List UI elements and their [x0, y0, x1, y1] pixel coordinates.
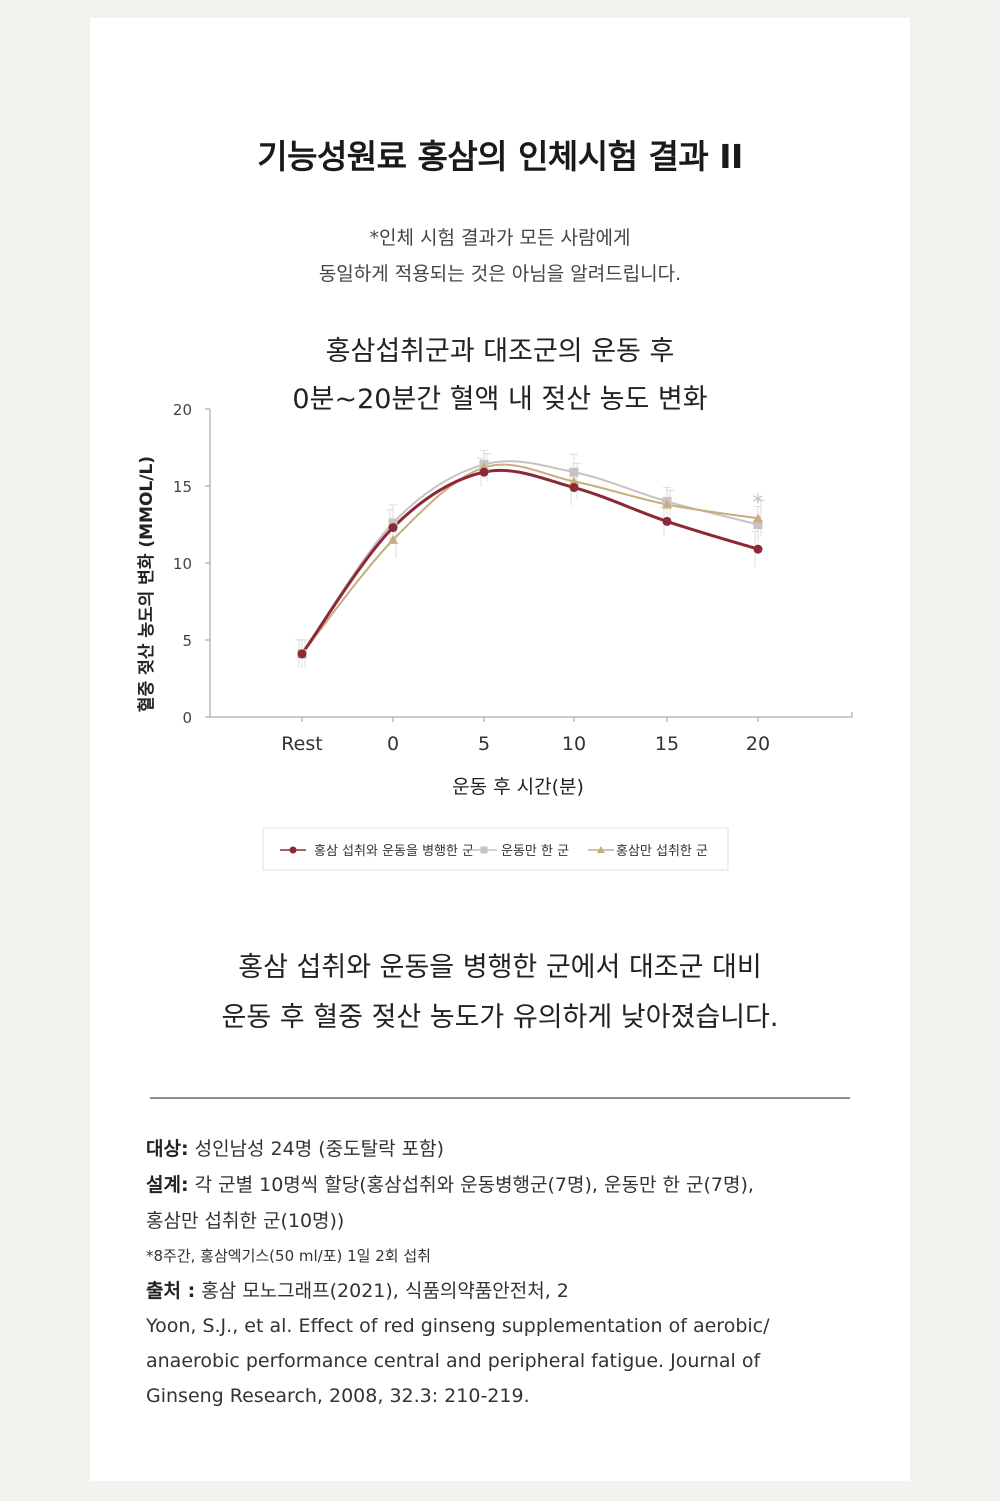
series-1-point	[569, 483, 579, 493]
y-tick-label: 20	[173, 401, 192, 419]
study-details: 대상: 성인남성 24명 (중도탈락 포함) 설계: 각 군별 10명씩 할당(…	[146, 1131, 866, 1414]
disclaimer-notice: *인체 시험 결과가 모든 사람에게 동일하게 적용되는 것은 아님을 알려드립…	[90, 220, 910, 292]
series-1-point	[388, 523, 398, 533]
y-tick-label: 5	[182, 632, 192, 650]
page-title: 기능성원료 홍삼의 인체시험 결과 II	[257, 137, 743, 176]
content-card: 기능성원료 홍삼의 인체시험 결과 II *인체 시험 결과가 모든 사람에게 …	[90, 18, 910, 1481]
section-divider	[150, 1097, 850, 1099]
series-3-point	[388, 534, 398, 544]
x-tick-label: 10	[562, 733, 586, 755]
design-row: 설계: 각 군별 10명씩 할당(홍삼섭취와 운동병행군(7명), 운동만 한 …	[146, 1167, 866, 1203]
significance-asterisk: *	[753, 491, 764, 516]
series-2-point	[388, 518, 398, 528]
y-tick-label: 0	[182, 709, 192, 727]
chart-title-line-1: 홍삼섭취군과 대조군의 운동 후	[325, 336, 675, 367]
y-tick-label: 15	[173, 478, 192, 496]
summary-line-1: 홍삼 섭취와 운동을 병행한 군에서 대조군 대비	[238, 952, 762, 983]
notice-line-1: *인체 시험 결과가 모든 사람에게	[369, 227, 631, 249]
lactate-line-chart: 0 5 10 15 20 Rest 0 5 10 15 20 운동 후 시간(분) 혈중 젖산 농도의 …	[136, 401, 853, 871]
legend-label-1: 홍삼 섭취와 운동을 병행한 군	[314, 843, 474, 859]
subject-text: 성인남성 24명 (중도탈락 포함)	[188, 1138, 445, 1160]
x-axis-label: 운동 후 시간(분)	[452, 776, 584, 798]
citation-line-3: Ginseng Research, 2008, 32.3: 210-219.	[146, 1385, 530, 1407]
subject-row: 대상: 성인남성 24명 (중도탈락 포함)	[146, 1131, 866, 1167]
x-tick-label: 15	[655, 733, 679, 755]
legend-marker-3	[597, 846, 605, 853]
design-row-2: 홍삼만 섭취한 군(10명))	[146, 1210, 345, 1232]
chart-title: 홍삼섭취군과 대조군의 운동 후 0분~20분간 혈액 내 젖산 농도 변화	[90, 328, 910, 424]
series-2-point	[753, 520, 763, 529]
source-row: 출처 : 홍삼 모노그래프(2021), 식품의약품안전처, 2	[146, 1273, 866, 1309]
x-tick-label: 20	[746, 733, 770, 755]
design-text: 각 군별 10명씩 할당(홍삼섭취와 운동병행군(7명), 운동만 한 군(7명…	[188, 1174, 754, 1196]
x-tick-label: Rest	[281, 733, 322, 755]
legend-label-3: 홍삼만 섭취한 군	[616, 844, 708, 859]
series-1-point	[297, 649, 307, 659]
y-axis-label: 혈중 젖산 농도의 변화 (MMOL/L)	[136, 456, 157, 712]
series-line-2	[301, 460, 759, 655]
series-2-point	[569, 467, 579, 477]
design-label: 설계:	[146, 1174, 189, 1196]
series-1-point	[753, 544, 763, 554]
series-1-point	[479, 467, 489, 477]
legend-marker-2	[480, 846, 488, 854]
source-label: 출처 :	[146, 1280, 196, 1302]
legend-label-2: 운동만 한 군	[501, 844, 569, 859]
chart-title-line-2: 0분~20분간 혈액 내 젖산 농도 변화	[292, 384, 708, 415]
series-3-point	[569, 476, 579, 486]
citation-line-1: Yoon, S.J., et al. Effect of red ginseng…	[146, 1315, 770, 1337]
series-line-1	[300, 468, 759, 655]
intake-note: *8주간, 홍삼엑기스(50 ml/포) 1일 2회 섭취	[146, 1247, 431, 1265]
series-line-3	[301, 463, 759, 655]
y-tick-label: 10	[173, 555, 192, 573]
legend-marker-1	[289, 846, 297, 854]
series-3-point	[662, 499, 672, 509]
x-tick-label: 5	[478, 733, 490, 755]
result-summary: 홍삼 섭취와 운동을 병행한 군에서 대조군 대비 운동 후 혈중 젖산 농도가…	[90, 943, 910, 1043]
source-text: 홍삼 모노그래프(2021), 식품의약품안전처, 2	[195, 1280, 569, 1302]
summary-line-2: 운동 후 혈중 젖산 농도가 유의하게 낮아졌습니다.	[221, 1002, 779, 1033]
series-1-point	[662, 516, 672, 526]
notice-line-2: 동일하게 적용되는 것은 아님을 알려드립니다.	[318, 263, 682, 285]
x-tick-label: 0	[387, 733, 399, 755]
series-3-point	[753, 513, 763, 523]
subject-label: 대상:	[146, 1138, 189, 1160]
citation-line-2: anaerobic performance central and periph…	[146, 1350, 761, 1372]
legend-box	[262, 827, 729, 871]
